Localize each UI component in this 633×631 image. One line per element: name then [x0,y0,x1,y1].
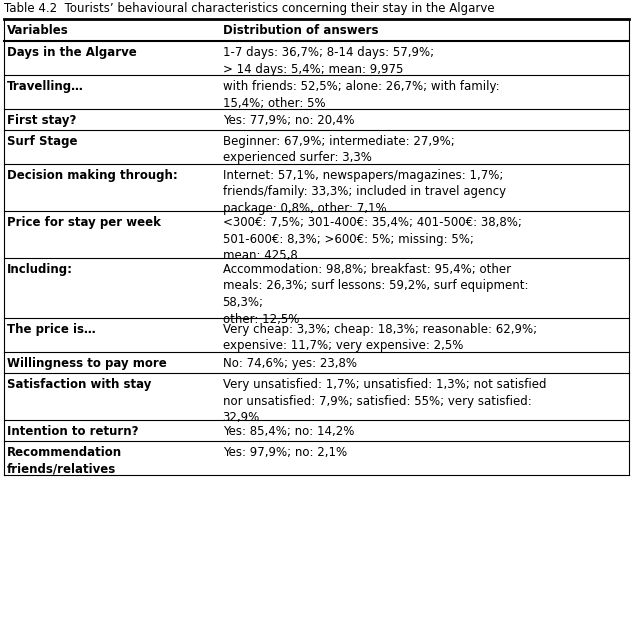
Text: Yes: 85,4%; no: 14,2%: Yes: 85,4%; no: 14,2% [223,425,354,438]
Text: Distribution of answers: Distribution of answers [223,24,378,37]
Text: Satisfaction with stay: Satisfaction with stay [7,378,151,391]
Text: Intention to return?: Intention to return? [7,425,139,438]
Text: First stay?: First stay? [7,114,77,127]
Text: <300€: 7,5%; 301-400€: 35,4%; 401-500€: 38,8%;
501-600€: 8,3%; >600€: 5%; missin: <300€: 7,5%; 301-400€: 35,4%; 401-500€: … [223,216,522,262]
Text: Surf Stage: Surf Stage [7,135,77,148]
Text: Willingness to pay more: Willingness to pay more [7,357,166,370]
Text: Yes: 97,9%; no: 2,1%: Yes: 97,9%; no: 2,1% [223,446,347,459]
Text: The price is…: The price is… [7,323,96,336]
Text: Days in the Algarve: Days in the Algarve [7,46,137,59]
Text: Very cheap: 3,3%; cheap: 18,3%; reasonable: 62,9%;
expensive: 11,7%; very expens: Very cheap: 3,3%; cheap: 18,3%; reasonab… [223,323,537,353]
Text: Internet: 57,1%, newspapers/magazines: 1,7%;
friends/family: 33,3%; included in : Internet: 57,1%, newspapers/magazines: 1… [223,169,506,215]
Text: 1-7 days: 36,7%; 8-14 days: 57,9%;
> 14 days: 5,4%; mean: 9,975: 1-7 days: 36,7%; 8-14 days: 57,9%; > 14 … [223,46,434,76]
Text: Variables: Variables [7,24,69,37]
Text: Recommendation
friends/relatives: Recommendation friends/relatives [7,446,122,476]
Text: with friends: 52,5%; alone: 26,7%; with family:
15,4%; other: 5%: with friends: 52,5%; alone: 26,7%; with … [223,80,499,110]
Text: Beginner: 67,9%; intermediate: 27,9%;
experienced surfer: 3,3%: Beginner: 67,9%; intermediate: 27,9%; ex… [223,135,454,165]
Text: Table 4.2  Tourists’ behavioural characteristics concerning their stay in the Al: Table 4.2 Tourists’ behavioural characte… [4,2,494,15]
Text: Accommodation: 98,8%; breakfast: 95,4%; other
meals: 26,3%; surf lessons: 59,2%,: Accommodation: 98,8%; breakfast: 95,4%; … [223,263,528,326]
Text: Yes: 77,9%; no: 20,4%: Yes: 77,9%; no: 20,4% [223,114,354,127]
Text: Including:: Including: [7,263,73,276]
Text: Travelling…: Travelling… [7,80,84,93]
Text: Decision making through:: Decision making through: [7,169,178,182]
Text: Very unsatisfied: 1,7%; unsatisfied: 1,3%; not satisfied
nor unsatisfied: 7,9%; : Very unsatisfied: 1,7%; unsatisfied: 1,3… [223,378,546,424]
Text: No: 74,6%; yes: 23,8%: No: 74,6%; yes: 23,8% [223,357,356,370]
Text: Price for stay per week: Price for stay per week [7,216,161,229]
